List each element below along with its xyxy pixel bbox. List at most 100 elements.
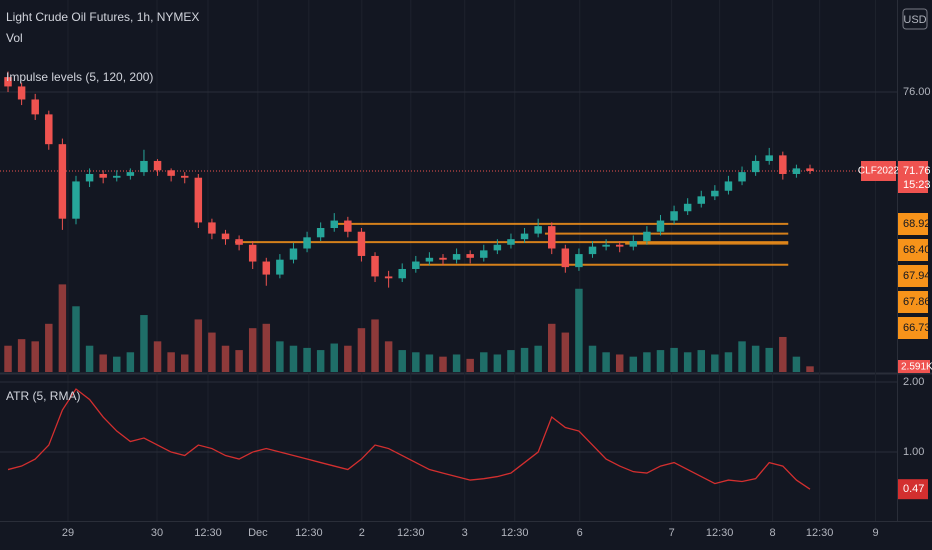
candle-body <box>72 181 80 219</box>
candle-body <box>412 261 420 269</box>
volume-bar <box>480 352 488 372</box>
candle-body <box>208 222 216 234</box>
candle-body <box>167 170 175 176</box>
volume-bar <box>140 315 148 372</box>
level-tag <box>898 239 928 261</box>
x-tick-label: 30 <box>151 527 163 539</box>
volume-bar <box>180 354 189 372</box>
volume-bar <box>493 354 502 372</box>
candle-body <box>534 226 542 234</box>
y-tick-label: 76.00 <box>903 86 931 98</box>
x-tick-label: 2 <box>359 527 365 539</box>
candle-body <box>452 254 461 260</box>
volume-bar <box>588 345 597 372</box>
candle-body <box>629 241 638 247</box>
candle-body <box>126 172 135 176</box>
candle-body <box>113 175 121 178</box>
level-label: 68.92 <box>903 218 931 230</box>
currency-box[interactable] <box>902 8 928 30</box>
candle-body <box>180 175 189 178</box>
level-tag <box>898 317 928 339</box>
volume-bar <box>779 336 787 372</box>
volume-bar <box>683 352 692 372</box>
candle-body <box>384 276 393 279</box>
candle-body <box>683 203 692 212</box>
atr-legend: ATR (5, RMA) <box>6 389 80 403</box>
level-label: 67.86 <box>903 296 931 308</box>
volume-bar <box>534 345 542 372</box>
candle-body <box>45 114 53 145</box>
candle-body <box>85 173 94 182</box>
level-label: 68.40 <box>903 244 931 256</box>
candle-body <box>480 250 488 258</box>
candle-body <box>276 259 284 275</box>
atr-last: 0.47 <box>903 483 924 495</box>
volume-bar <box>615 354 624 372</box>
candle-body <box>656 220 665 232</box>
x-tick-label: 12:30 <box>806 527 834 539</box>
volume-bar <box>656 350 665 372</box>
volume-bar <box>398 350 406 372</box>
candle-body <box>493 244 502 251</box>
x-tick-label: 29 <box>62 527 74 539</box>
volume-bar <box>575 288 583 372</box>
volume-bar <box>4 345 12 372</box>
volume-bar <box>357 328 366 372</box>
x-tick-label: 9 <box>872 527 878 539</box>
candle-body <box>235 239 243 245</box>
volume-bar <box>303 347 311 372</box>
volume-bar <box>792 356 801 372</box>
volume-bar <box>548 323 556 372</box>
volume-bar <box>561 332 570 372</box>
candle-body <box>194 177 203 223</box>
candle-body <box>779 155 787 174</box>
candle-body <box>588 246 597 255</box>
x-tick-label: 8 <box>770 527 776 539</box>
volume-bar <box>344 345 352 372</box>
candle-body <box>344 220 352 232</box>
atr-tag <box>898 479 928 500</box>
symbol-tag <box>861 161 896 182</box>
candle-body <box>248 244 257 262</box>
volume-bar <box>276 341 284 372</box>
x-tick-label: 7 <box>669 527 675 539</box>
candle-body <box>262 261 271 275</box>
candle-body <box>371 255 379 277</box>
price-tag <box>898 161 928 194</box>
level-tag <box>898 265 928 287</box>
level-tag <box>898 291 928 313</box>
candle-body <box>561 248 570 268</box>
candle-body <box>792 168 801 174</box>
candle-body <box>548 226 556 249</box>
candle-body <box>31 99 39 115</box>
volume-bar <box>262 323 271 372</box>
volume-bar <box>17 339 26 372</box>
volume-bar <box>31 341 39 372</box>
volume-bar <box>72 306 80 372</box>
volume-bar <box>58 284 67 372</box>
volume-bar <box>85 345 94 372</box>
x-tick-label: 12:30 <box>194 527 222 539</box>
volume-bar <box>289 345 298 372</box>
candle-body <box>466 254 474 258</box>
volume-bar <box>520 347 529 372</box>
candle-body <box>520 233 529 240</box>
candle-body <box>615 244 624 247</box>
x-tick-label: 12:30 <box>501 527 529 539</box>
candle-body <box>738 172 746 182</box>
candle-body <box>398 268 406 279</box>
candle-body <box>58 144 67 219</box>
currency[interactable]: USD <box>903 14 926 26</box>
candle-body <box>221 233 230 240</box>
candle-body <box>330 220 338 229</box>
volume-bar <box>425 354 434 372</box>
y-tick-label: 1.00 <box>903 446 924 458</box>
x-tick-label: 12:30 <box>295 527 323 539</box>
candle-body <box>765 155 773 161</box>
candle-body <box>439 257 447 260</box>
volume-bar <box>629 356 638 372</box>
volume-bar <box>602 352 610 372</box>
atr-line <box>7 388 811 490</box>
volume-bar <box>384 341 393 372</box>
volume-bar <box>412 352 420 372</box>
